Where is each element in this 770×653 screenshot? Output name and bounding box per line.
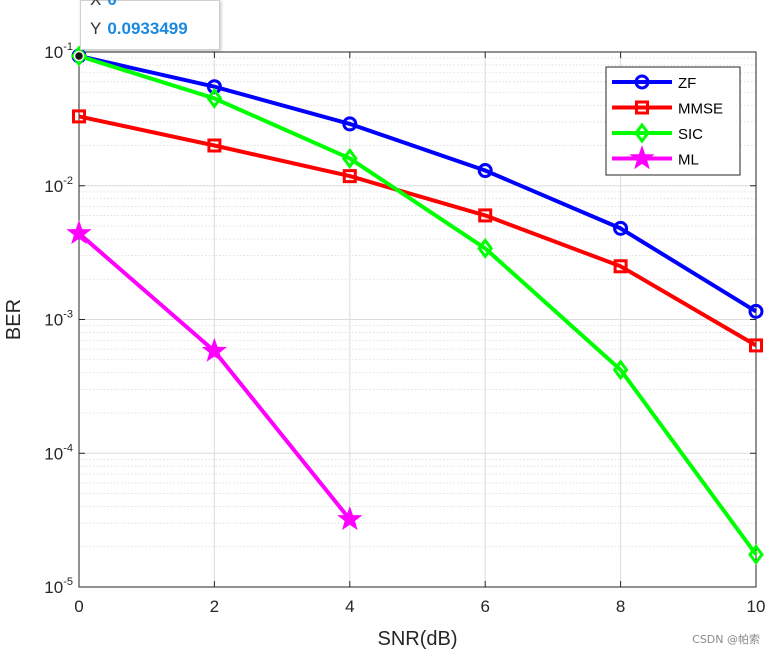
data-point-sic <box>341 147 358 169</box>
y-tick-label: 10-4 <box>44 442 73 463</box>
datatip[interactable]: X0 Y 0.0933499 <box>80 0 220 50</box>
legend[interactable]: ZF MMSE SIC ML <box>605 66 741 176</box>
data-point-mmse <box>478 208 493 223</box>
datatip-x-row: X0 <box>90 0 117 10</box>
data-point-zf <box>477 163 493 179</box>
series-line-sic <box>78 54 758 556</box>
y-tick-label: 10-5 <box>44 576 73 597</box>
datatip-y-row: Y 0.0933499 <box>90 19 188 39</box>
legend-label: SIC <box>678 126 703 143</box>
x-tick-label: 8 <box>616 597 625 616</box>
data-point-sic <box>206 87 223 109</box>
legend-marker <box>635 100 649 115</box>
data-point-mmse <box>207 138 222 153</box>
data-point-mmse <box>72 109 86 124</box>
y-tick-label: 10-3 <box>44 309 73 330</box>
datatip-x-label: X <box>90 0 101 9</box>
series-line-zf <box>78 54 758 314</box>
series-mmse <box>72 109 763 353</box>
legend-label: ML <box>678 152 699 169</box>
x-tick-label: 4 <box>345 597 354 616</box>
data-point-zf <box>748 303 764 319</box>
legend-label: ZF <box>678 75 696 92</box>
data-point-sic <box>612 359 629 381</box>
x-tick-label: 10 <box>747 597 766 616</box>
x-tick-label: 2 <box>210 597 219 616</box>
legend-marker <box>634 122 650 144</box>
data-point-mmse <box>749 338 763 353</box>
series-line-mmse <box>78 114 758 348</box>
y-axis-label: BER <box>3 299 25 340</box>
datatip-y-label: Y <box>90 19 102 38</box>
data-point-ml <box>201 337 228 362</box>
legend-item-sic: SIC <box>612 122 703 144</box>
y-tick-label: 10-2 <box>44 175 73 196</box>
data-point-sic <box>748 543 764 565</box>
series-ml <box>66 220 363 531</box>
data-point-ml <box>337 506 363 531</box>
legend-marker <box>629 145 655 170</box>
legend-item-zf: ZF <box>612 74 696 92</box>
data-point-ml <box>66 220 92 245</box>
x-tick-label: 6 <box>480 597 489 616</box>
data-point-mmse <box>613 259 628 274</box>
legend-item-mmse: MMSE <box>612 100 723 118</box>
datatip-x-value: 0 <box>107 0 116 9</box>
data-point-mmse <box>342 169 357 184</box>
legend-item-ml: ML <box>612 145 699 170</box>
datatip-y-value: 0.0933499 <box>107 19 188 38</box>
y-tick-label: 10-1 <box>44 41 73 62</box>
axis-ticks: 0 2 4 6 8 10 10-1 10-2 10-3 10-4 10-5 <box>44 41 765 616</box>
data-point-zf <box>613 220 629 236</box>
data-point-sic <box>477 237 494 259</box>
watermark-text: CSDN @帕索 <box>692 633 760 646</box>
legend-label: MMSE <box>678 101 723 118</box>
x-tick-label: 0 <box>74 597 83 616</box>
x-axis-label: SNR(dB) <box>377 628 457 650</box>
legend-marker <box>634 74 650 90</box>
series-layer <box>66 45 764 565</box>
datatip-point[interactable] <box>73 50 85 62</box>
data-point-zf <box>342 116 358 132</box>
legend-box <box>605 66 741 176</box>
